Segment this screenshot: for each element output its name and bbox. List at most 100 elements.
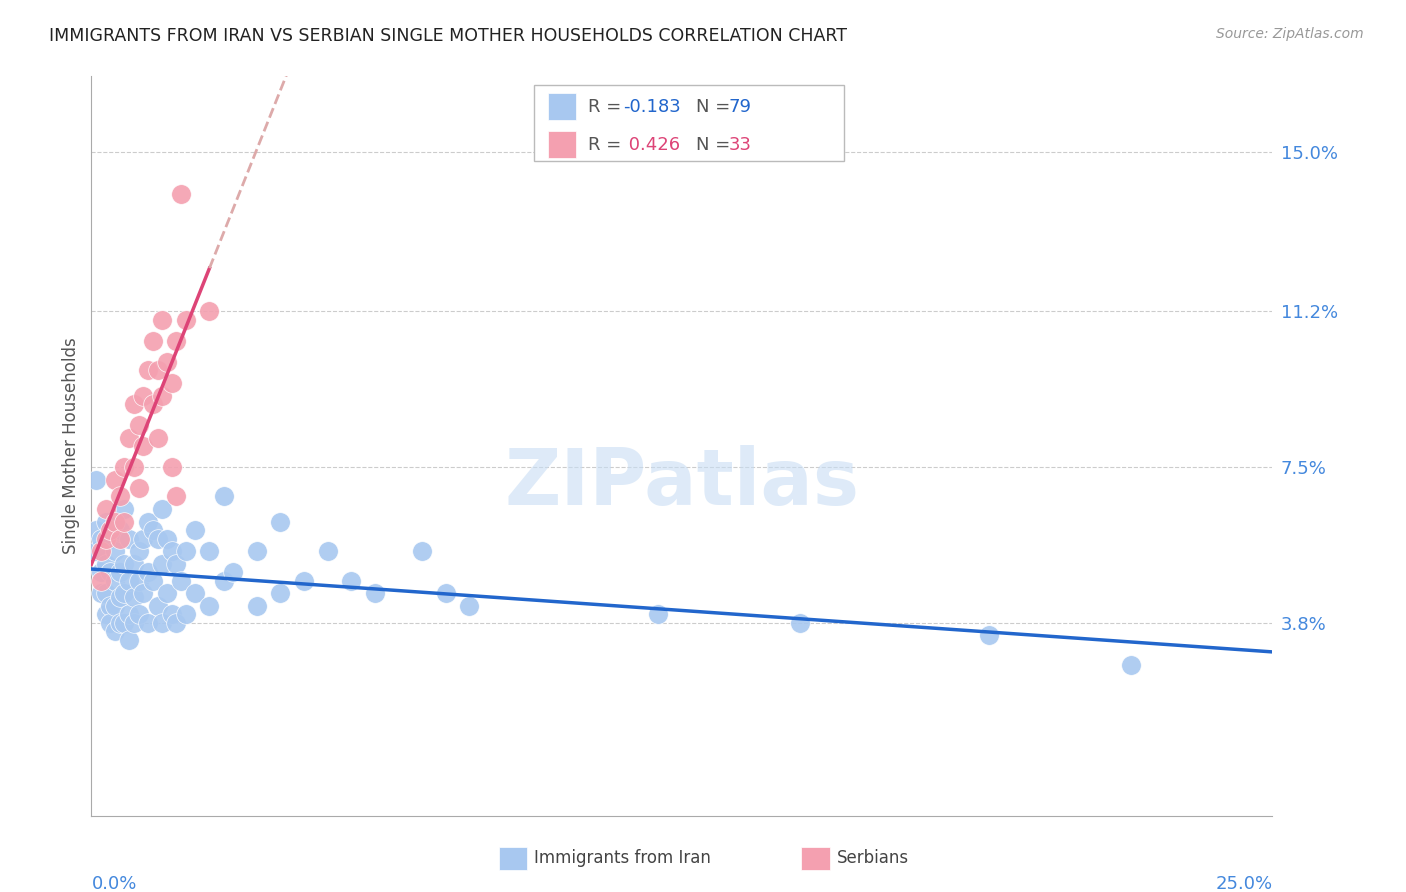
Point xyxy=(292,574,315,588)
Text: Source: ZipAtlas.com: Source: ZipAtlas.com xyxy=(1216,27,1364,41)
Point xyxy=(411,544,433,558)
Point xyxy=(269,586,291,600)
Text: 25.0%: 25.0% xyxy=(1215,875,1272,892)
Point xyxy=(98,565,121,579)
Point xyxy=(118,574,141,588)
Point xyxy=(98,615,121,630)
Point xyxy=(84,523,107,537)
Y-axis label: Single Mother Households: Single Mother Households xyxy=(62,338,80,554)
Point xyxy=(150,502,173,516)
Point xyxy=(118,431,141,445)
Point xyxy=(118,632,141,647)
Text: 79: 79 xyxy=(728,98,751,117)
Point xyxy=(98,532,121,546)
Point xyxy=(198,599,221,613)
Point xyxy=(170,574,193,588)
Point xyxy=(122,397,145,411)
Point xyxy=(114,557,136,571)
Point xyxy=(114,460,136,475)
Point xyxy=(174,313,197,327)
Point xyxy=(198,304,221,318)
Point xyxy=(122,557,145,571)
Point xyxy=(122,615,145,630)
Point xyxy=(165,615,187,630)
Point xyxy=(142,397,165,411)
Point xyxy=(94,607,117,622)
Text: Serbians: Serbians xyxy=(837,849,908,867)
Text: R =: R = xyxy=(588,98,627,117)
Point xyxy=(132,586,155,600)
Point xyxy=(150,388,173,402)
Point xyxy=(128,574,150,588)
Point xyxy=(142,523,165,537)
Point xyxy=(160,607,183,622)
Point xyxy=(146,599,169,613)
Point xyxy=(136,363,159,377)
Point xyxy=(118,532,141,546)
Point xyxy=(94,532,117,546)
Point xyxy=(132,439,155,453)
Point xyxy=(160,460,183,475)
Point xyxy=(118,607,141,622)
Point xyxy=(246,544,269,558)
Point xyxy=(150,615,173,630)
Point xyxy=(156,532,179,546)
Point xyxy=(789,615,811,630)
Text: R =: R = xyxy=(588,136,627,154)
Point xyxy=(1119,657,1142,672)
Point xyxy=(90,565,112,579)
Point xyxy=(108,532,131,546)
Point xyxy=(146,363,169,377)
Point xyxy=(222,565,245,579)
Point xyxy=(128,607,150,622)
Text: Immigrants from Iran: Immigrants from Iran xyxy=(534,849,711,867)
Point xyxy=(160,544,183,558)
Point xyxy=(136,565,159,579)
Point xyxy=(104,473,127,487)
Point xyxy=(128,544,150,558)
Point xyxy=(184,523,207,537)
Point xyxy=(142,334,165,348)
Point xyxy=(150,313,173,327)
Point xyxy=(128,481,150,495)
Point xyxy=(174,544,197,558)
Point xyxy=(122,460,145,475)
Point xyxy=(364,586,387,600)
Point xyxy=(108,490,131,504)
Point xyxy=(184,586,207,600)
Point xyxy=(122,591,145,605)
Point xyxy=(90,544,112,558)
Point xyxy=(90,586,112,600)
Point xyxy=(269,515,291,529)
Point xyxy=(90,532,112,546)
Point xyxy=(108,565,131,579)
Point xyxy=(170,186,193,201)
Point xyxy=(156,355,179,369)
Text: N =: N = xyxy=(696,136,735,154)
Point xyxy=(156,586,179,600)
Point xyxy=(146,431,169,445)
Point xyxy=(108,523,131,537)
Point xyxy=(340,574,363,588)
Point xyxy=(114,515,136,529)
Point xyxy=(132,388,155,402)
Point xyxy=(136,615,159,630)
Point xyxy=(114,586,136,600)
Point xyxy=(104,599,127,613)
Point xyxy=(977,628,1000,642)
Point xyxy=(160,376,183,390)
Point xyxy=(174,607,197,622)
Point xyxy=(114,502,136,516)
Point xyxy=(108,591,131,605)
Point xyxy=(98,523,121,537)
Point xyxy=(212,490,235,504)
Text: N =: N = xyxy=(696,98,735,117)
Point xyxy=(132,532,155,546)
Point xyxy=(165,557,187,571)
Point xyxy=(142,574,165,588)
Point xyxy=(212,574,235,588)
Point xyxy=(458,599,481,613)
Point xyxy=(94,557,117,571)
Point xyxy=(84,473,107,487)
Point xyxy=(246,599,269,613)
